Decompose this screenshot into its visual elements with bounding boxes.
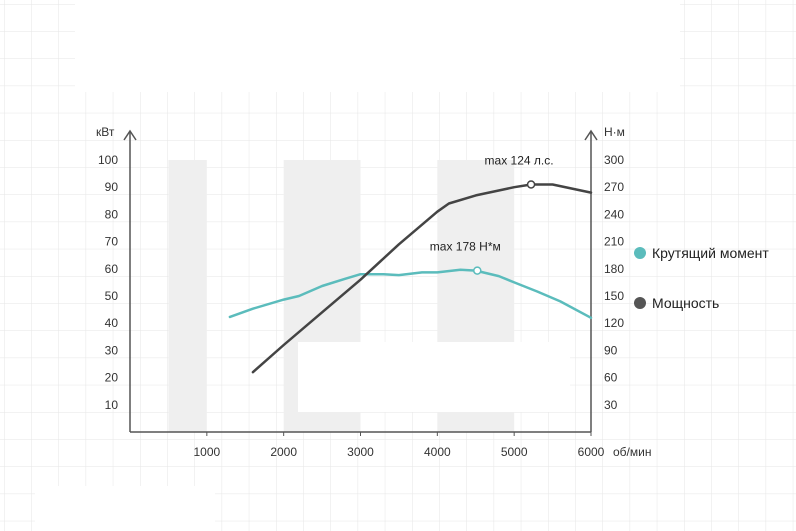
white-panel-center [298,342,570,412]
white-panel-bottom [35,486,215,531]
white-panel-top [75,0,680,92]
legend-label-torque: Крутящий момент [652,245,769,261]
legend-item-power: Мощность [634,295,719,311]
y-right-unit-label: Н·м [604,125,625,139]
axes [123,129,598,436]
y-right-arrow [584,129,598,141]
y-left-unit-label: кВт [96,125,115,139]
y-right-tick-label: 180 [604,262,624,276]
y-left-tick-label: 80 [105,207,119,221]
y-left-tick-label: 70 [105,235,119,249]
x-tick-label: 5000 [501,445,528,459]
y-right-tick-label: 90 [604,343,618,357]
y-right-tick-label: 150 [604,289,624,303]
y-right-tick-label: 270 [604,180,624,194]
legend-item-torque: Крутящий момент [634,245,769,261]
x-tick-label: 3000 [347,445,374,459]
y-right-tick-label: 120 [604,316,624,330]
y-right-tick-label: 210 [604,235,624,249]
torque-line [228,268,593,320]
y-left-tick-label: 100 [98,153,118,167]
y-left-tick-label: 50 [105,289,119,303]
x-unit-label: об/мин [613,445,651,459]
y-left-tick-label: 30 [105,343,119,357]
max-annotation-1: max 178 Н*м [430,240,501,254]
max-annotation-0: max 124 л.с. [485,153,554,167]
y-left-tick-label: 60 [105,262,119,276]
y-right-tick-label: 60 [604,371,618,385]
y-right-tick-label: 300 [604,153,624,167]
shaded-band-0 [168,160,207,432]
x-tick-label: 4000 [424,445,451,459]
tick-labels: 1000 2000 3000 4000 5000 6000 об/мин 10 20 30 40 50… [96,125,651,459]
y-left-tick-label: 90 [105,180,119,194]
y-left-tick-label: 10 [105,398,119,412]
y-right-tick-label: 240 [604,207,624,221]
legend-label-power: Мощность [652,295,720,311]
max-marker-0 [526,180,536,189]
legend-marker-torque [634,247,646,259]
y-left-tick-label: 40 [105,316,119,330]
annotations: max 124 л.с. max 178 Н*м [430,153,554,275]
y-right-tick-label: 30 [604,398,618,412]
max-marker-1 [473,266,482,275]
x-tick-label: 6000 [578,445,605,459]
y-left-tick-label: 20 [105,371,119,385]
legend-marker-power [634,297,646,309]
x-tick-label: 2000 [270,445,297,459]
x-tick-label: 1000 [193,445,220,459]
y-left-arrow [123,129,137,141]
